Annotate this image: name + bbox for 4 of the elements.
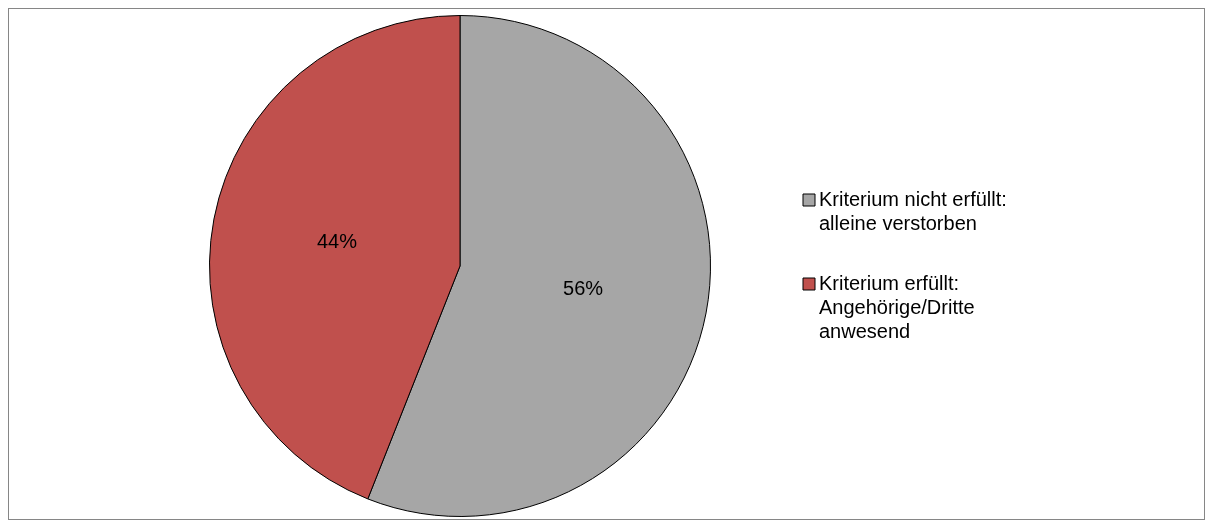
data-label: 44% [316, 230, 358, 253]
legend-label: Kriterium nicht erfüllt: alleine verstorben [819, 187, 1007, 234]
data-label: 56% [563, 276, 604, 299]
legend-label: Kriterium erfüllt: Angehörige/Dritte anwesend [819, 271, 975, 342]
